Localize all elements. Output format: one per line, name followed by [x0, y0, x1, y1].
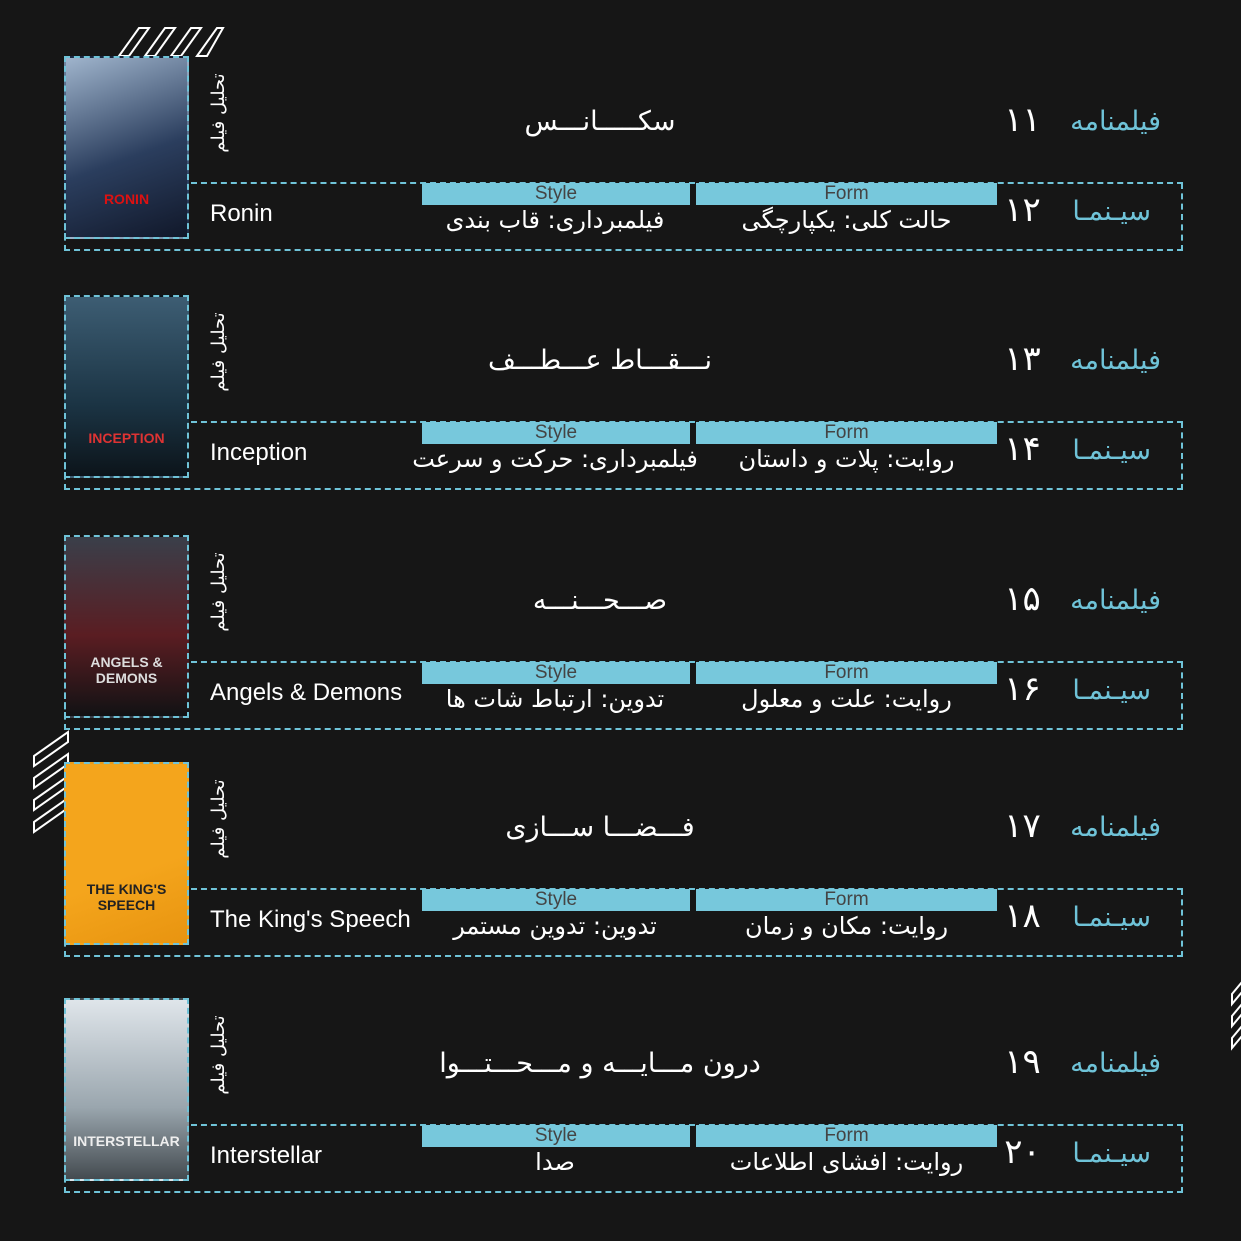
- film-analysis-label: تحلیل فیلم: [208, 552, 229, 632]
- screenplay-number: ۱۹: [1004, 1042, 1041, 1082]
- form-bar: Form: [696, 1125, 997, 1147]
- film-row: INCEPTION تحلیل فیلم نـــقـــاط عـــطـــ…: [0, 295, 1241, 495]
- details-box: [64, 889, 1183, 957]
- cinema-label: سیـنمـا: [1072, 435, 1151, 466]
- cinema-number: ۱۸: [1004, 896, 1041, 936]
- film-row: THE KING'S SPEECH تحلیل فیلم فـــضـــا س…: [0, 762, 1241, 962]
- cinema-label: سیـنمـا: [1072, 902, 1151, 933]
- film-analysis-label: تحلیل فیلم: [208, 73, 229, 153]
- cinema-number: ۲۰: [1004, 1132, 1041, 1172]
- screenplay-number: ۱۷: [1004, 806, 1041, 846]
- movie-poster: THE KING'S SPEECH: [64, 762, 189, 945]
- style-bar: Style: [422, 183, 690, 205]
- film-analysis-label: تحلیل فیلم: [208, 312, 229, 392]
- film-title: Ronin: [210, 200, 273, 227]
- screenplay-label: فیلمنامه: [1070, 345, 1161, 376]
- film-title: Inception: [210, 439, 308, 466]
- details-box: [64, 183, 1183, 251]
- form-bar: Form: [696, 422, 997, 444]
- screenplay-number: ۱۳: [1004, 339, 1041, 379]
- row-heading: فـــضـــا ســـازی: [505, 812, 695, 843]
- film-row: INTERSTELLAR تحلیل فیلم درون مـــایـــه …: [0, 998, 1241, 1198]
- cinema-number: ۱۲: [1004, 190, 1041, 230]
- screenplay-number: ۱۵: [1004, 579, 1041, 619]
- form-value: روایت: علت و معلول: [741, 685, 952, 713]
- style-bar: Style: [422, 1125, 690, 1147]
- poster-title: ANGELS & DEMONS: [90, 654, 163, 686]
- form-bar: Form: [696, 889, 997, 911]
- details-box: [64, 422, 1183, 490]
- film-row: RONIN تحلیل فیلم سکـــــانـــس فیلمنامه …: [0, 56, 1241, 256]
- form-value: روایت: مکان و زمان: [744, 912, 949, 940]
- style-value: تدوین: ارتباط شات ها: [445, 685, 665, 713]
- form-value: روایت: پلات و داستان: [738, 445, 955, 473]
- poster-title: INCEPTION: [88, 430, 165, 446]
- poster-title: THE KING'S SPEECH: [86, 881, 167, 913]
- style-bar: Style: [422, 662, 690, 684]
- film-title: Interstellar: [210, 1142, 323, 1169]
- style-value: صدا: [535, 1148, 575, 1176]
- film-title: Angels & Demons: [210, 679, 403, 706]
- style-value: فیلمبرداری: قاب بندی: [445, 206, 665, 234]
- details-box: [64, 662, 1183, 730]
- form-value: حالت کلی: یکپارچگی: [741, 206, 952, 234]
- screenplay-label: فیلمنامه: [1070, 1048, 1161, 1079]
- screenplay-label: فیلمنامه: [1070, 812, 1161, 843]
- movie-poster: ANGELS & DEMONS: [64, 535, 189, 718]
- film-title: The King's Speech: [210, 906, 411, 933]
- film-row: ANGELS & DEMONS تحلیل فیلم صـــحـــنـــه…: [0, 535, 1241, 735]
- row-heading: درون مـــایـــه و مـــحـــتـــوا: [439, 1048, 761, 1079]
- cinema-number: ۱۶: [1004, 669, 1041, 709]
- film-analysis-label: تحلیل فیلم: [208, 1015, 229, 1095]
- style-bar: Style: [422, 422, 690, 444]
- decorative-stripes-top: [117, 27, 225, 57]
- cinema-label: سیـنمـا: [1072, 196, 1151, 227]
- poster-title: INTERSTELLAR: [73, 1133, 180, 1149]
- movie-poster: INCEPTION: [64, 295, 189, 478]
- cinema-number: ۱۴: [1004, 429, 1041, 469]
- poster-title: RONIN: [103, 191, 150, 207]
- film-analysis-label: تحلیل فیلم: [208, 779, 229, 859]
- screenplay-label: فیلمنامه: [1070, 585, 1161, 616]
- movie-poster: INTERSTELLAR: [64, 998, 189, 1181]
- cinema-label: سیـنمـا: [1072, 1138, 1151, 1169]
- details-box: [64, 1125, 1183, 1193]
- row-heading: نـــقـــاط عـــطـــف: [487, 345, 713, 376]
- screenplay-number: ۱۱: [1004, 100, 1041, 140]
- form-bar: Form: [696, 662, 997, 684]
- form-value: روایت: افشای اطلاعات: [729, 1148, 964, 1176]
- row-heading: سکـــــانـــس: [524, 106, 676, 137]
- row-heading: صـــحـــنـــه: [532, 585, 668, 616]
- style-bar: Style: [422, 889, 690, 911]
- decorative-stripes-right: [1231, 981, 1241, 1051]
- screenplay-label: فیلمنامه: [1070, 106, 1161, 137]
- movie-poster: RONIN: [64, 56, 189, 239]
- form-bar: Form: [696, 183, 997, 205]
- style-value: فیلمبرداری: حرکت و سرعت: [412, 445, 698, 473]
- cinema-label: سیـنمـا: [1072, 675, 1151, 706]
- style-value: تدوین: تدوین مستمر: [453, 912, 657, 940]
